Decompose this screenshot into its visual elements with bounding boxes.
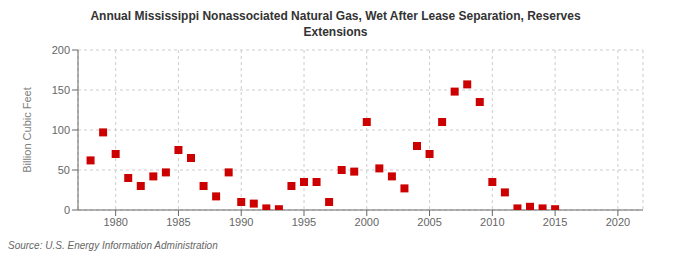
svg-text:50: 50	[58, 164, 70, 176]
svg-text:Billion Cubic Feet: Billion Cubic Feet	[21, 87, 33, 173]
svg-text:200: 200	[52, 44, 70, 56]
svg-text:100: 100	[52, 124, 70, 136]
html-text:Extensions: Extensions	[303, 25, 368, 39]
svg-text:1980: 1980	[103, 216, 127, 228]
svg-text:150: 150	[52, 84, 70, 96]
svg-text:1985: 1985	[166, 216, 190, 228]
html-text:Annual Mississippi Nonassociat: Annual Mississippi Nonassociated Natural…	[90, 9, 581, 23]
svg-text:2020: 2020	[606, 216, 630, 228]
svg-text:2015: 2015	[543, 216, 567, 228]
html-text:Source: U.S. Energy Informatio: Source: U.S. Energy Information Administ…	[8, 240, 218, 251]
svg-text:2000: 2000	[355, 216, 379, 228]
svg-text:1995: 1995	[292, 216, 316, 228]
svg-text:1990: 1990	[229, 216, 253, 228]
svg-text:2005: 2005	[417, 216, 441, 228]
svg-text:2010: 2010	[480, 216, 504, 228]
svg-text:0: 0	[64, 204, 70, 216]
